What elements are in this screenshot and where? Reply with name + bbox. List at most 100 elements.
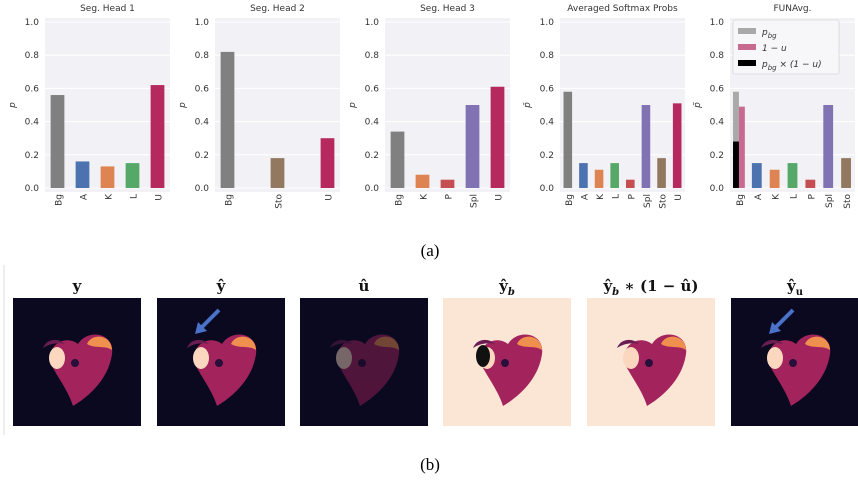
title-main: y (72, 277, 83, 295)
image-y-hat-b-weighted (587, 298, 715, 426)
bar (739, 107, 745, 188)
title-subscript: b (508, 287, 515, 298)
x-tick-label: Sto (275, 194, 285, 209)
x-tick-label: K (420, 193, 430, 200)
y-tick-label: 0.0 (365, 184, 380, 194)
title-main: ŷ (216, 277, 227, 295)
bar (626, 180, 635, 188)
bar (271, 158, 285, 188)
image-title: ŷb (498, 277, 515, 298)
bar (564, 92, 573, 188)
plot-area (560, 18, 685, 192)
bar (491, 87, 505, 188)
bar (321, 138, 335, 188)
figure: (a) (b) Seg. Head 1 p 0.0 0.2 0.4 0.6 0.8 1.0 Bg… (0, 0, 858, 479)
y-tick-label: 0.2 (365, 151, 379, 161)
y-tick-label: 0.0 (25, 184, 40, 194)
y-tick-label: 0.4 (365, 118, 380, 128)
x-tick-label: A (580, 193, 590, 200)
image-title: ŷb ∗ (1 − û) (602, 277, 698, 298)
y-tick-label: 0.2 (25, 151, 39, 161)
x-tick-label: Sto (843, 194, 853, 209)
bar (841, 158, 851, 188)
bar (610, 163, 619, 188)
image-title: ŷu (786, 277, 803, 298)
image-title: û (359, 277, 370, 295)
caption: (b) (420, 455, 440, 474)
x-tick-label: K (772, 193, 782, 200)
y-tick-label: 0.8 (365, 51, 380, 61)
y-tick-label: 1.0 (365, 18, 380, 28)
bar (126, 163, 140, 188)
y-tick-label: 0.6 (540, 84, 555, 94)
bar (76, 161, 90, 188)
y-tick-label: 0.4 (540, 118, 555, 128)
image-title: y (72, 277, 83, 295)
y-tick-label: 0.0 (710, 184, 725, 194)
y-tick-label: 1.0 (25, 18, 40, 28)
x-tick-label: P (445, 193, 455, 199)
x-tick-label: P (627, 193, 637, 199)
bar (823, 105, 833, 188)
bar (101, 166, 115, 188)
y-tick-label: 0.6 (195, 84, 210, 94)
x-tick-label: U (674, 194, 684, 201)
y-tick-label: 1.0 (540, 18, 555, 28)
chart-title: Seg. Head 3 (420, 4, 475, 14)
legend-rest: × (1 − u) (777, 60, 822, 70)
x-tick-label: A (754, 193, 764, 200)
image-u-hat (300, 298, 428, 426)
legend-swatch (738, 60, 756, 66)
image-y-hat (157, 298, 285, 426)
y-tick-label: 0.0 (540, 184, 555, 194)
bar (642, 105, 651, 188)
y-axis-label: p̄ (523, 102, 533, 109)
y-axis-label: p (178, 102, 188, 109)
y-tick-label: 0.2 (540, 151, 554, 161)
image-y-hat-u (731, 298, 858, 426)
x-tick-label: Bg (565, 194, 575, 206)
x-tick-label: Spl (470, 194, 480, 208)
y-axis-label: p̃ (693, 102, 703, 109)
x-tick-label: U (495, 194, 505, 201)
x-tick-label: Bg (736, 194, 746, 206)
y-axis-label: p (8, 102, 18, 109)
chart-title: Averaged Softmax Probs (567, 4, 678, 14)
y-tick-label: 0.6 (25, 84, 40, 94)
x-tick-label: A (80, 193, 90, 200)
x-tick-label: Sto (659, 194, 669, 209)
chart-title: Seg. Head 1 (80, 4, 135, 14)
y-tick-label: 0.6 (710, 84, 725, 94)
title-subscript: b (612, 287, 619, 298)
y-tick-label: 0.8 (195, 51, 210, 61)
caption: (a) (421, 241, 440, 260)
title-main: û (359, 277, 370, 295)
x-tick-label: U (325, 194, 335, 201)
bar (788, 163, 798, 188)
x-tick-label: Spl (643, 194, 653, 208)
bar (673, 103, 682, 188)
legend-swatch (738, 44, 756, 50)
bar (221, 52, 235, 188)
bar (805, 180, 815, 188)
x-tick-label: P (807, 193, 817, 199)
y-tick-label: 1.0 (710, 18, 725, 28)
image-y (13, 298, 141, 426)
legend-subscript: bg (768, 32, 777, 40)
bar (466, 105, 480, 188)
bar (391, 132, 405, 188)
y-tick-label: 0.4 (710, 118, 725, 128)
y-tick-label: 1.0 (195, 18, 210, 28)
x-tick-label: Bg (225, 194, 235, 206)
y-tick-label: 0.2 (195, 151, 209, 161)
legend-label: 1 − u (762, 44, 787, 54)
title-rest: ∗ (1 − û) (619, 277, 698, 295)
legend-name: 1 − u (762, 44, 787, 54)
x-tick-label: L (130, 194, 140, 199)
x-tick-label: Bg (55, 194, 65, 206)
y-tick-label: 0.8 (25, 51, 40, 61)
y-tick-label: 0.6 (365, 84, 380, 94)
bar (595, 170, 604, 188)
x-tick-label: Spl (825, 194, 835, 208)
bar (579, 163, 588, 188)
